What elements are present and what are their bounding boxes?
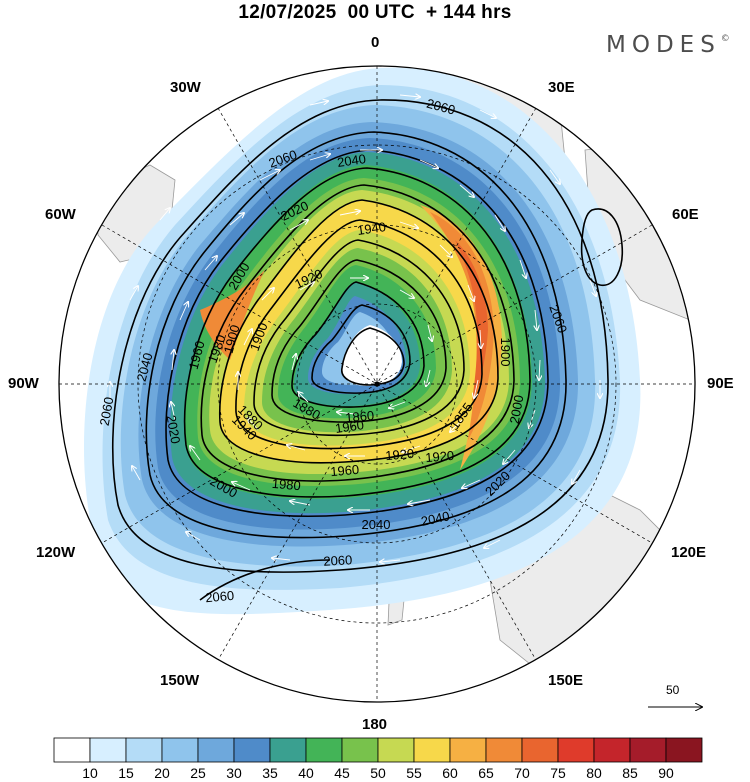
contour-label: 1900 [498,338,513,367]
contour-label: 1920 [385,446,415,463]
contour-label: 2060 [205,588,235,605]
contour-label: 1860 [345,408,375,425]
lon-label-120w: 120W [36,544,76,561]
lon-label-60e: 60E [672,206,699,223]
contour-labels: 2060 2040 2020 2000 1980 1960 1940 1920 … [97,96,571,606]
contour-label: 2000 [507,394,527,425]
contour-label: 2040 [134,351,156,383]
lon-label-150w: 150W [160,672,200,689]
map-disk [59,66,695,702]
map-boundary [58,65,696,703]
contour-label: 1960 [334,417,365,436]
lon-label-90w: 90W [8,375,39,392]
contour-label: 2040 [336,151,367,170]
colorbar-tick-label: 20 [154,765,170,781]
lon-label-180: 180 [362,716,388,733]
contour-label: 2040 [362,517,391,532]
colorbar-tick-label: 35 [262,765,278,781]
colorbar-tick-label: 75 [550,765,566,781]
contour-label: 2060 [323,552,353,568]
contour-label: 1940 [356,219,387,238]
contour-label: 2060 [425,96,457,118]
reference-vector-value: 50 [666,683,680,697]
contour-label: 1900 [221,323,243,355]
colorbar-tick-label: 65 [478,765,494,781]
colorbar-tick-label: 60 [442,765,458,781]
contour-label: 1960 [330,462,360,479]
lon-label-60w: 60W [45,206,76,223]
wind-arrows [110,95,600,562]
copyright-mark: © [720,34,730,44]
lon-label-0: 0 [371,34,380,51]
colorbar-tick-label: 45 [334,765,350,781]
pole-marker [374,381,380,387]
lon-label-30w: 30W [170,79,201,96]
contour-label: 1960 [186,339,208,371]
lon-label-150e: 150E [548,672,584,689]
lon-label-120e: 120E [671,544,707,561]
colorbar-tick-label: 55 [406,765,422,781]
colorbar-tick-label: 50 [370,765,386,781]
modes-logo: MODES© [606,32,730,58]
colorbar-tick-label: 85 [622,765,638,781]
colorbar-tick-label: 80 [586,765,602,781]
colorbar-tick-label: 30 [226,765,242,781]
height-contours [111,99,624,601]
contour-label: 2040 [420,508,451,529]
colorbar-tick-label: 40 [298,765,314,781]
contour-label: 1980 [271,476,301,493]
colorbar-tick-label: 70 [514,765,530,781]
colorbar-tick-label: 15 [118,765,134,781]
brand-name: MODES [606,32,721,58]
lon-label-90e: 90E [707,375,734,392]
lon-label-30e: 30E [548,79,575,96]
colorbar-tick-label: 90 [658,765,674,781]
colorbar-tick-label: 25 [190,765,206,781]
contour-label: 2020 [164,414,184,445]
colorbar-tick-label: 10 [82,765,98,781]
chart-title: 12/07/2025 00 UTC + 144 hrs [238,2,512,23]
contour-label: 1920 [425,448,455,465]
contour-label: 2060 [97,396,117,427]
